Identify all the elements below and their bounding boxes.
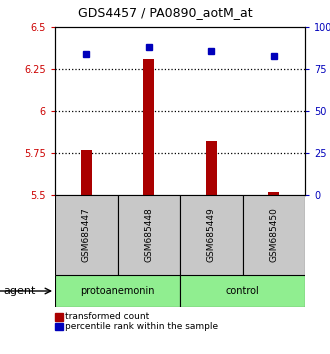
Bar bbox=[268, 192, 280, 195]
Text: GSM685450: GSM685450 bbox=[269, 207, 278, 262]
Text: agent: agent bbox=[3, 286, 36, 296]
Text: GSM685449: GSM685449 bbox=[207, 208, 216, 262]
Bar bbox=[81, 150, 92, 195]
Bar bbox=[180, 195, 243, 275]
Bar bbox=[206, 141, 217, 195]
Bar bbox=[243, 195, 305, 275]
Bar bbox=[117, 195, 180, 275]
Text: GSM685447: GSM685447 bbox=[82, 208, 91, 262]
Bar bbox=[180, 275, 305, 307]
Bar bbox=[55, 275, 180, 307]
Bar bbox=[55, 195, 117, 275]
Text: protoanemonin: protoanemonin bbox=[80, 286, 155, 296]
Text: percentile rank within the sample: percentile rank within the sample bbox=[65, 322, 218, 331]
Text: GDS4457 / PA0890_aotM_at: GDS4457 / PA0890_aotM_at bbox=[78, 6, 252, 19]
Text: transformed count: transformed count bbox=[65, 312, 149, 321]
Text: GSM685448: GSM685448 bbox=[144, 208, 153, 262]
Bar bbox=[143, 59, 154, 195]
Text: control: control bbox=[226, 286, 259, 296]
